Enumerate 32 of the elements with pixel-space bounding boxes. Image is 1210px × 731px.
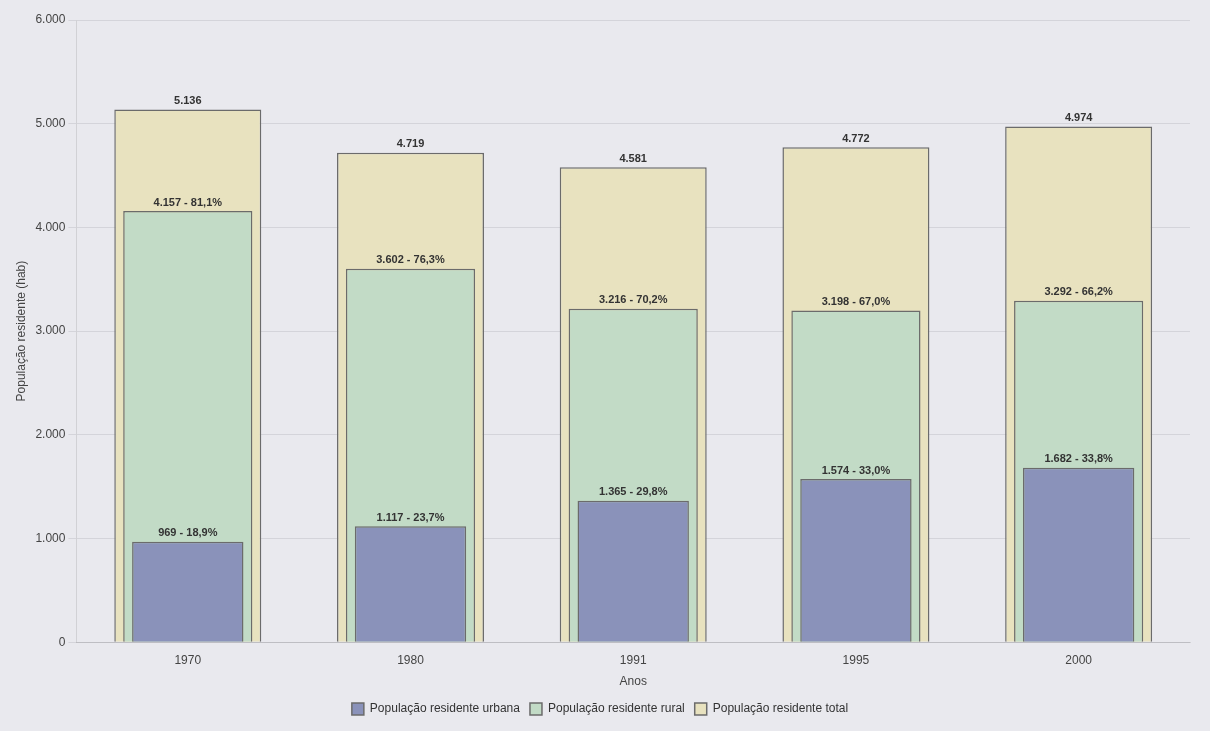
x-tick-label: 1991	[619, 652, 647, 667]
x-tick-label: 1995	[842, 652, 870, 667]
x-axis-title: Anos	[619, 674, 647, 689]
data-label: 4.581	[619, 151, 647, 164]
data-label: 4.974	[1064, 110, 1094, 123]
data-label: 4.772	[842, 131, 870, 144]
data-label: 3.216 - 70,2%	[598, 293, 668, 306]
data-label: 3.198 - 67,0%	[821, 295, 891, 308]
data-label: 969 - 18,9%	[158, 526, 218, 539]
y-axis-title: População residente (hab)	[13, 260, 28, 402]
y-tick-label: 1.000	[35, 530, 66, 545]
legend-label: População residente total	[712, 701, 849, 716]
y-tick-label: 4.000	[35, 219, 66, 234]
x-tick-label: 1980	[397, 652, 425, 667]
data-label: 4.719	[396, 137, 425, 150]
legend-label: População residente urbana	[369, 701, 521, 716]
data-label: 1.365 - 29,8%	[598, 485, 668, 498]
data-label: 1.117 - 23,7%	[376, 510, 445, 523]
y-tick-label: 0	[58, 634, 66, 649]
data-label: 1.682 - 33,8%	[1044, 452, 1114, 465]
data-label: 1.574 - 33,0%	[821, 463, 891, 476]
data-label: 5.136	[174, 94, 202, 107]
legend-label: População residente rural	[547, 701, 685, 716]
x-tick-label: 2000	[1065, 652, 1093, 667]
y-tick-label: 6.000	[35, 12, 66, 27]
data-label: 3.292 - 66,2%	[1044, 285, 1114, 298]
data-label: 4.157 - 81,1%	[153, 195, 223, 208]
y-tick-label: 3.000	[35, 323, 66, 338]
y-tick-label: 2.000	[35, 427, 66, 442]
data-label: 3.602 - 76,3%	[376, 253, 445, 266]
y-tick-label: 5.000	[35, 116, 66, 131]
x-tick-label: 1970	[174, 652, 202, 667]
